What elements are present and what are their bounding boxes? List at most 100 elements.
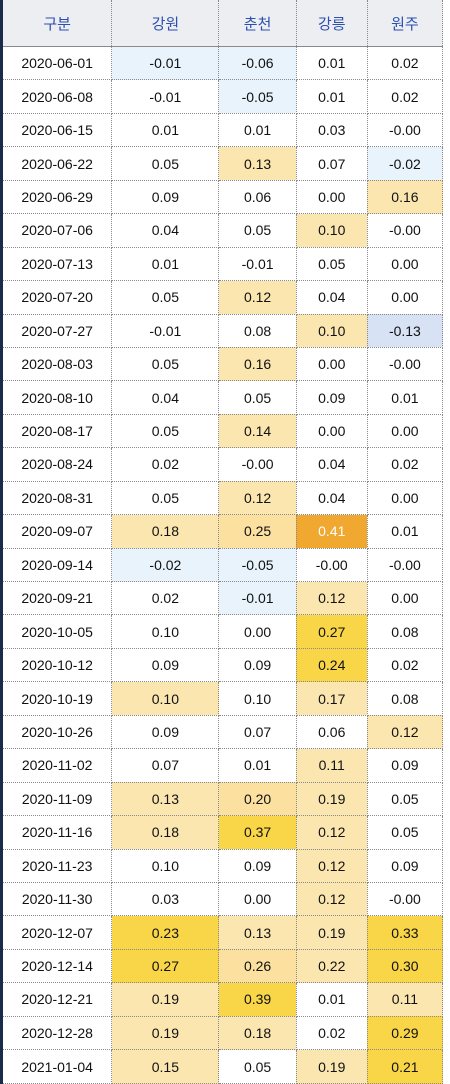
- header-row: 구분 강원 춘천 강릉 원주: [1, 0, 444, 47]
- value-cell: 0.27: [296, 614, 368, 649]
- table-head: 구분 강원 춘천 강릉 원주: [1, 0, 444, 47]
- value-cell: 0.06: [218, 180, 297, 215]
- table-row: 2020-08-31 0.05 0.12 0.04 0.00: [1, 481, 444, 516]
- date-cell: 2020-08-10: [1, 380, 113, 415]
- value-cell: 0.41: [296, 514, 368, 549]
- header-cell: 춘천: [218, 0, 297, 47]
- value-cell: -0.00: [367, 347, 444, 382]
- value-cell: 0.05: [111, 414, 220, 449]
- value-cell: -0.00: [367, 213, 444, 248]
- value-cell: 0.18: [111, 815, 220, 850]
- value-cell: 0.15: [111, 1049, 220, 1084]
- date-cell: 2020-06-08: [1, 79, 113, 114]
- value-cell: 0.05: [111, 347, 220, 382]
- value-cell: 0.00: [218, 614, 297, 649]
- value-cell: 0.12: [296, 815, 368, 850]
- table-row: 2020-08-03 0.05 0.16 0.00 -0.00: [1, 347, 444, 382]
- value-cell: 0.14: [218, 414, 297, 449]
- table-row: 2021-01-04 0.15 0.05 0.19 0.21: [1, 1049, 444, 1084]
- value-cell: 0.01: [367, 514, 444, 549]
- value-cell: 0.12: [296, 882, 368, 917]
- date-cell: 2020-06-22: [1, 146, 113, 181]
- value-cell: 0.05: [296, 247, 368, 282]
- table-row: 2020-12-14 0.27 0.26 0.22 0.30: [1, 949, 444, 984]
- value-cell: 0.10: [296, 213, 368, 248]
- value-cell: -0.01: [111, 46, 220, 81]
- table-row: 2020-12-21 0.19 0.39 0.01 0.11: [1, 982, 444, 1017]
- value-cell: 0.18: [111, 514, 220, 549]
- date-cell: 2020-07-27: [1, 314, 113, 348]
- value-cell: 0.09: [367, 748, 444, 783]
- date-cell: 2020-08-17: [1, 414, 113, 449]
- value-cell: 0.00: [367, 581, 444, 616]
- value-cell: 0.27: [111, 949, 220, 984]
- value-cell: 0.10: [111, 849, 220, 883]
- value-cell: 0.24: [296, 648, 368, 683]
- table-row: 2020-10-19 0.10 0.10 0.17 0.08: [1, 681, 444, 716]
- value-cell: 0.04: [111, 380, 220, 415]
- table-row: 2020-11-16 0.18 0.37 0.12 0.05: [1, 815, 444, 850]
- value-cell: 0.13: [218, 146, 297, 181]
- value-cell: -0.00: [367, 882, 444, 917]
- value-cell: 0.01: [111, 247, 220, 282]
- table-row: 2020-08-24 0.02 -0.00 0.04 0.02: [1, 447, 444, 482]
- date-cell: 2020-07-06: [1, 213, 113, 248]
- value-cell: 0.05: [367, 782, 444, 817]
- value-cell: 0.13: [218, 915, 297, 950]
- table-row: 2020-06-08 -0.01 -0.05 0.01 0.02: [1, 79, 444, 114]
- value-cell: 0.01: [218, 113, 297, 148]
- value-cell: 0.08: [367, 614, 444, 649]
- value-cell: 0.02: [367, 648, 444, 683]
- header-cell: 원주: [367, 0, 444, 47]
- value-cell: 0.00: [367, 247, 444, 282]
- table-row: 2020-07-06 0.04 0.05 0.10 -0.00: [1, 213, 444, 248]
- value-cell: 0.19: [111, 982, 220, 1017]
- value-cell: 0.17: [296, 681, 368, 716]
- date-cell: 2020-08-24: [1, 447, 113, 482]
- date-cell: 2020-12-07: [1, 915, 113, 950]
- date-cell: 2020-08-03: [1, 347, 113, 382]
- value-cell: -0.01: [218, 581, 297, 616]
- value-cell: 0.00: [296, 180, 368, 215]
- value-cell: -0.00: [367, 113, 444, 148]
- value-cell: 0.01: [218, 748, 297, 783]
- value-cell: 0.09: [218, 849, 297, 883]
- date-cell: 2020-06-29: [1, 180, 113, 215]
- value-cell: 0.16: [218, 347, 297, 382]
- value-cell: -0.05: [218, 548, 297, 583]
- table-row: 2020-12-07 0.23 0.13 0.19 0.33: [1, 915, 444, 950]
- value-cell: 0.02: [367, 46, 444, 81]
- value-cell: 0.19: [296, 782, 368, 817]
- value-cell: 0.02: [111, 447, 220, 482]
- date-cell: 2020-11-30: [1, 882, 113, 917]
- value-cell: 0.26: [218, 949, 297, 984]
- date-cell: 2020-12-14: [1, 949, 113, 984]
- value-cell: -0.01: [111, 314, 220, 348]
- value-cell: 0.37: [218, 815, 297, 850]
- value-cell: 0.09: [218, 648, 297, 683]
- value-cell: 0.29: [367, 1016, 444, 1051]
- value-cell: 0.12: [296, 581, 368, 616]
- value-cell: 0.04: [296, 481, 368, 516]
- date-cell: 2020-10-05: [1, 614, 113, 649]
- value-cell: 0.02: [296, 1016, 368, 1051]
- date-cell: 2020-11-23: [1, 849, 113, 883]
- date-cell: 2020-07-20: [1, 280, 113, 315]
- table-row: 2020-11-02 0.07 0.01 0.11 0.09: [1, 748, 444, 783]
- value-cell: -0.02: [111, 548, 220, 583]
- value-cell: 0.10: [296, 314, 368, 348]
- value-cell: 0.20: [218, 782, 297, 817]
- value-cell: 0.23: [111, 915, 220, 950]
- value-cell: 0.06: [296, 715, 368, 750]
- value-cell: 0.30: [367, 949, 444, 984]
- table-row: 2020-10-12 0.09 0.09 0.24 0.02: [1, 648, 444, 683]
- value-cell: 0.11: [367, 982, 444, 1017]
- value-cell: 0.04: [296, 280, 368, 315]
- table-row: 2020-10-26 0.09 0.07 0.06 0.12: [1, 715, 444, 750]
- value-cell: 0.12: [218, 280, 297, 315]
- value-cell: 0.05: [218, 1049, 297, 1084]
- value-cell: 0.08: [218, 314, 297, 348]
- value-cell: 0.09: [111, 648, 220, 683]
- value-cell: -0.00: [296, 548, 368, 583]
- date-cell: 2020-06-01: [1, 46, 113, 81]
